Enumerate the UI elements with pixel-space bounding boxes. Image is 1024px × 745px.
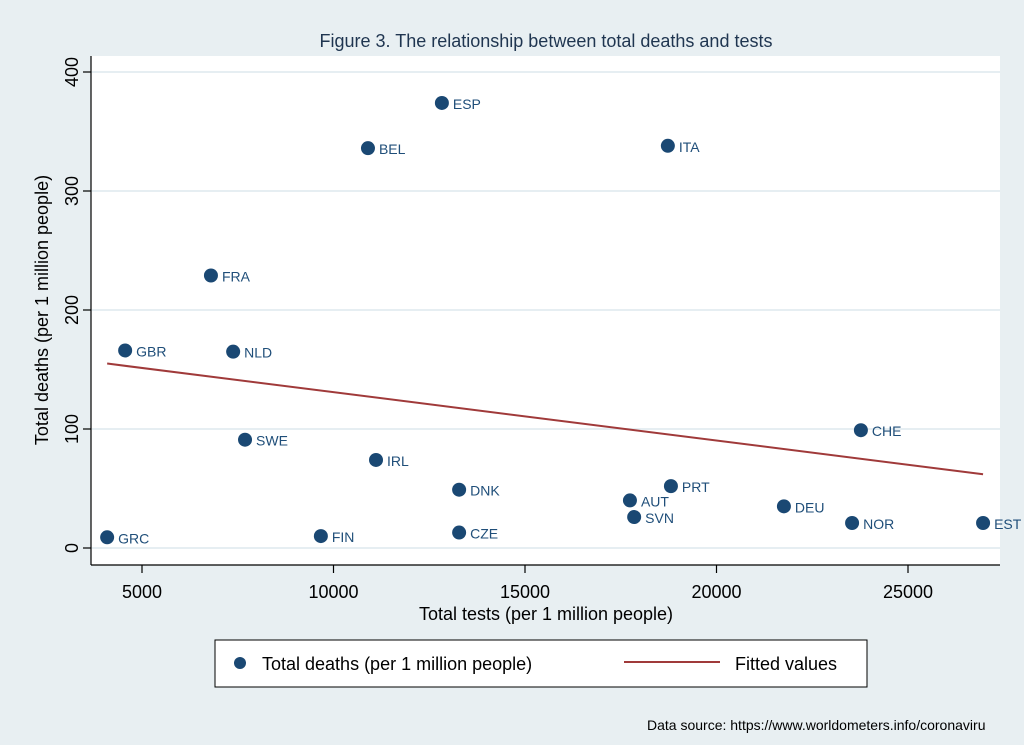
point-label: BEL	[379, 141, 406, 157]
point-fin	[313, 529, 328, 544]
point-label: IRL	[387, 453, 409, 469]
point-label: NLD	[244, 345, 272, 361]
grid-lines	[91, 71, 1000, 549]
point-irl	[369, 452, 384, 467]
point-label: DNK	[470, 483, 500, 499]
point-nld	[226, 344, 241, 359]
x-tick-label: 5000	[122, 582, 162, 602]
point-prt	[663, 479, 678, 494]
point-label: DEU	[795, 499, 825, 515]
point-ita	[660, 138, 675, 153]
fitted-line	[107, 362, 984, 476]
x-axis-title: Total tests (per 1 million people)	[419, 604, 673, 624]
legend: Total deaths (per 1 million people) Fitt…	[214, 639, 868, 688]
legend-box	[214, 639, 868, 688]
y-ticks: 0 100 200 300 400	[62, 57, 91, 553]
point-deu	[776, 499, 791, 514]
point-gbr	[118, 343, 133, 358]
x-tick-label: 25000	[883, 582, 933, 602]
point-aut	[622, 493, 637, 508]
x-tick-label: 15000	[500, 582, 550, 602]
point-label: EST	[994, 516, 1022, 532]
point-label: ESP	[453, 96, 481, 112]
point-label: FIN	[332, 529, 355, 545]
y-axis-title: Total deaths (per 1 million people)	[32, 175, 52, 445]
point-label: SWE	[256, 433, 288, 449]
x-tick-label: 20000	[691, 582, 741, 602]
point-label: ITA	[679, 139, 700, 155]
y-tick-label: 100	[62, 414, 82, 444]
point-dnk	[452, 482, 467, 497]
point-nor	[845, 516, 860, 531]
y-tick-label: 0	[62, 543, 82, 553]
point-label: AUT	[641, 493, 669, 509]
point-label: GBR	[136, 343, 166, 359]
chart-title: Figure 3. The relationship between total…	[320, 31, 773, 51]
point-cze	[452, 525, 467, 540]
point-label: CHE	[872, 423, 902, 439]
point-grc	[100, 530, 115, 545]
y-tick-label: 300	[62, 176, 82, 206]
legend-label-points: Total deaths (per 1 million people)	[262, 654, 532, 674]
data-source-note: Data source: https://www.worldometers.in…	[647, 717, 985, 733]
point-label: SVN	[645, 510, 674, 526]
y-tick-label: 400	[62, 57, 82, 87]
x-tick-label: 10000	[308, 582, 358, 602]
legend-label-fit: Fitted values	[735, 654, 837, 674]
x-ticks: 5000 10000 15000 20000 25000	[122, 565, 933, 602]
point-fra	[203, 268, 218, 283]
point-esp	[434, 95, 449, 110]
point-che	[853, 423, 868, 438]
point-label: PRT	[682, 479, 710, 495]
fitted-line-group	[107, 362, 984, 476]
point-est	[976, 516, 991, 531]
point-bel	[360, 141, 375, 156]
point-label: CZE	[470, 526, 498, 542]
point-label: FRA	[222, 268, 251, 284]
legend-marker-points	[234, 657, 246, 669]
y-tick-label: 200	[62, 295, 82, 325]
point-swe	[238, 432, 253, 447]
point-label: NOR	[863, 516, 894, 532]
point-svn	[627, 510, 642, 525]
point-label: GRC	[118, 530, 149, 546]
